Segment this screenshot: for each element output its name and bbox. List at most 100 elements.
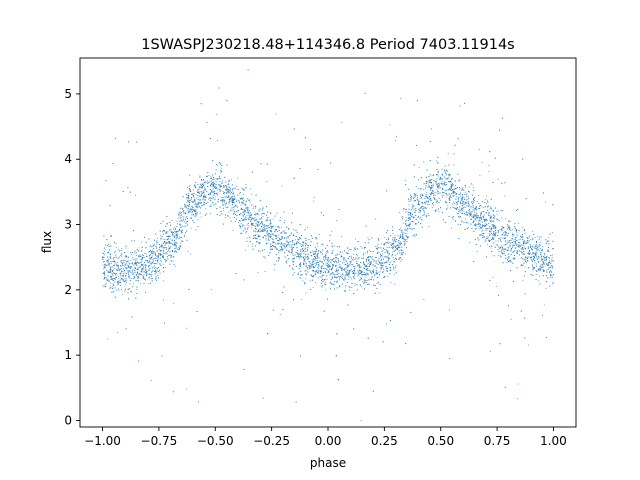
data-point [453, 207, 455, 209]
data-point [474, 218, 476, 220]
data-point [518, 239, 520, 241]
data-point [135, 274, 137, 277]
data-point [468, 210, 470, 212]
data-point [212, 181, 214, 183]
data-point [544, 257, 546, 259]
data-point [463, 189, 465, 191]
data-point [212, 197, 214, 199]
data-point [317, 262, 319, 264]
data-point [507, 248, 509, 250]
data-point [402, 222, 404, 224]
data-point [349, 286, 351, 288]
data-point [186, 225, 188, 227]
data-point [312, 276, 314, 278]
data-point [187, 199, 189, 201]
data-point [452, 206, 454, 208]
data-point [419, 200, 421, 202]
data-point [525, 241, 527, 243]
data-point [501, 234, 503, 236]
data-point [402, 231, 404, 233]
data-point [336, 261, 338, 263]
data-point [241, 198, 243, 200]
data-point [249, 188, 251, 190]
data-point [336, 245, 339, 248]
data-point [481, 231, 483, 233]
data-point [539, 250, 541, 252]
data-point [450, 189, 452, 192]
data-point [229, 193, 231, 195]
data-point [489, 350, 491, 352]
data-point [215, 187, 217, 189]
data-point [233, 192, 235, 194]
data-point [122, 270, 124, 272]
data-point [142, 277, 145, 279]
data-point [247, 206, 249, 208]
data-point [244, 249, 246, 251]
data-point [541, 314, 544, 316]
data-point [388, 253, 390, 255]
data-point [102, 285, 104, 287]
data-point [360, 261, 362, 264]
data-point [286, 259, 288, 261]
data-point [400, 227, 402, 229]
data-point [354, 248, 356, 251]
data-point [114, 264, 116, 266]
data-point [297, 241, 299, 243]
data-point [536, 252, 538, 254]
data-point [538, 280, 540, 282]
data-point [323, 258, 325, 260]
data-point [401, 216, 403, 218]
data-point [437, 174, 439, 176]
data-point [406, 232, 408, 234]
data-point [107, 279, 109, 281]
data-point [131, 271, 134, 273]
data-point [419, 198, 421, 200]
data-point [273, 239, 275, 241]
data-point [282, 230, 284, 232]
data-point [130, 259, 132, 261]
data-point [474, 216, 477, 218]
data-point [407, 211, 409, 213]
data-point [261, 229, 263, 231]
data-point [338, 279, 340, 281]
data-point [438, 211, 440, 213]
data-point [152, 267, 154, 269]
data-point [473, 224, 476, 226]
data-point [188, 204, 191, 206]
data-point [156, 247, 158, 249]
data-point [330, 252, 332, 254]
data-point [126, 264, 128, 266]
data-point [324, 281, 326, 283]
data-point [182, 218, 184, 220]
data-point [448, 187, 451, 189]
data-point [230, 196, 232, 198]
data-point [258, 231, 260, 233]
data-point [163, 243, 165, 245]
data-point [143, 274, 145, 276]
data-point [403, 209, 405, 211]
data-point [164, 267, 166, 269]
data-point [247, 222, 249, 225]
data-point [467, 196, 469, 198]
data-point [457, 173, 459, 175]
data-point [537, 257, 539, 259]
data-point [535, 269, 537, 272]
data-point [153, 268, 156, 270]
data-point [173, 228, 175, 230]
data-point [241, 187, 243, 189]
data-point [324, 268, 326, 270]
data-point [497, 178, 499, 180]
data-point [200, 183, 202, 185]
data-point [162, 254, 164, 256]
data-point [288, 237, 290, 239]
data-point [227, 190, 229, 192]
data-point [160, 257, 162, 259]
data-point [337, 253, 339, 255]
data-point [398, 242, 400, 244]
data-point [550, 262, 552, 264]
data-point [354, 283, 356, 285]
data-point [453, 201, 455, 203]
data-point [437, 184, 439, 186]
data-point [122, 294, 124, 296]
data-point [245, 201, 247, 203]
